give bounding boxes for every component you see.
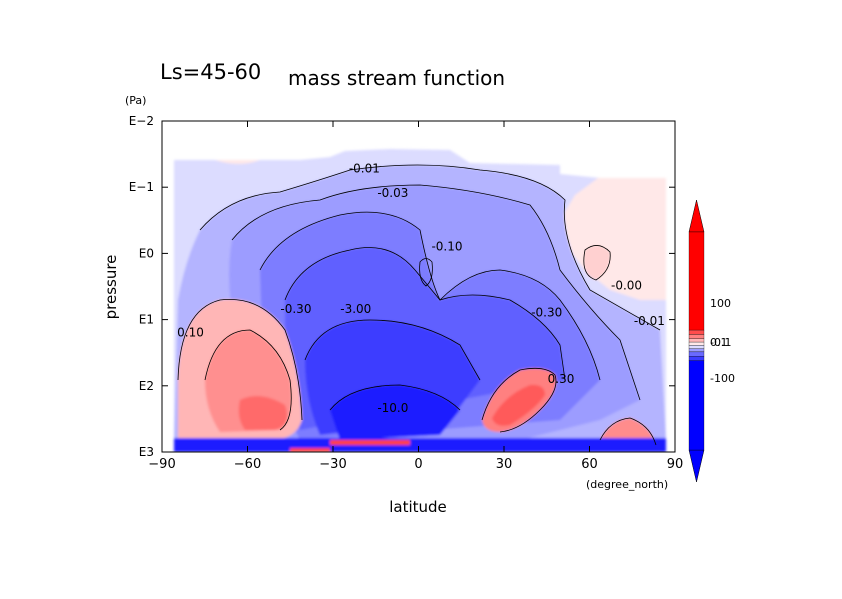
colorbar-swatch — [688, 329, 705, 335]
x-axis-label: latitude — [389, 498, 447, 516]
y-axis: E−2 E−1 E0 E1 E2 E3 — [129, 114, 675, 459]
contour-label: -0.30 — [531, 306, 562, 320]
colorbar: 100 0.1-0.1 -100 — [688, 199, 735, 483]
colorbar-swatch — [688, 351, 705, 357]
colorbar-swatch — [688, 341, 705, 346]
y-tick-label: E3 — [139, 445, 154, 459]
colorbar-top-arrow — [688, 199, 705, 233]
title-main: mass stream function — [288, 66, 505, 90]
x-tick-label: 90 — [667, 457, 684, 472]
y-tick-label: E0 — [139, 246, 154, 260]
colorbar-bottom-arrow — [688, 449, 705, 483]
x-tick-label: −90 — [148, 457, 175, 472]
contour-label: 0.30 — [548, 372, 575, 386]
colorbar-swatch — [688, 338, 705, 343]
contour-label: -0.00 — [611, 278, 642, 292]
contour-label: -3.00 — [340, 302, 371, 316]
contour-label: -10.0 — [377, 401, 408, 415]
colorbar-swatch — [688, 360, 705, 451]
colorbar-swatch — [688, 356, 705, 361]
x-axis: −90 −60 −30 0 30 60 90 — [148, 121, 683, 472]
colorbar-label: 0.1 — [710, 336, 728, 349]
colorbar-label: 100 — [710, 297, 731, 310]
contour-label: -0.30 — [280, 302, 311, 316]
colorbar-swatch — [688, 348, 705, 353]
contour-label: -0.03 — [377, 186, 408, 200]
contour-label: -0.10 — [431, 239, 462, 253]
colorbar-label: -100 — [710, 372, 735, 385]
x-tick-label: 30 — [496, 457, 513, 472]
contour-label: -0.01 — [634, 314, 665, 328]
y-tick-label: E1 — [139, 313, 154, 327]
contour-fill — [162, 121, 675, 452]
contour-label: 0.10 — [177, 325, 204, 339]
x-tick-label: 0 — [414, 457, 422, 472]
x-tick-label: −60 — [234, 457, 261, 472]
colorbar-swatch — [688, 345, 705, 349]
x-units: (degree_north) — [586, 478, 668, 491]
x-tick-label: 60 — [581, 457, 598, 472]
y-axis-label: pressure — [102, 255, 120, 320]
y-tick-label: E2 — [139, 379, 154, 393]
colorbar-swatch — [688, 231, 705, 331]
contour-label: -0.01 — [349, 162, 380, 176]
y-tick-label: E−2 — [129, 114, 154, 128]
x-tick-label: −30 — [319, 457, 346, 472]
title-prefix: Ls=45-60 — [160, 60, 261, 84]
colorbar-swatch — [688, 334, 705, 339]
colorbar-label: -0.1 — [710, 336, 731, 349]
contour-labels: -0.01 -0.03 -0.10 -0.30 -3.00 -0.30 -10.0 -0.00… — [177, 162, 665, 416]
y-tick-label: E−1 — [129, 180, 154, 194]
y-units: (Pa) — [125, 94, 146, 107]
